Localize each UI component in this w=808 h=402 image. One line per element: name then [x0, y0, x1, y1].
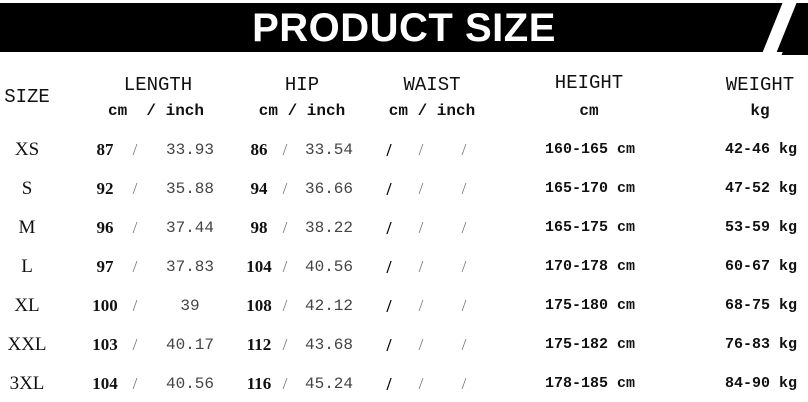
- length-cm-cell: 87: [96, 140, 114, 159]
- waist-cell: /: [461, 140, 467, 159]
- weight-cell: 53-59 kg: [724, 219, 798, 236]
- length-inch-cell: 40.17: [165, 336, 215, 354]
- separator: /: [132, 140, 138, 159]
- size-cell: XXL: [7, 334, 47, 355]
- waist-cell: /: [386, 218, 392, 238]
- header-waist-unit: cm / inch: [388, 102, 476, 120]
- height-cell: 170-178 cm: [544, 258, 636, 275]
- size-cell: XL: [14, 295, 40, 316]
- waist-cell: /: [418, 296, 424, 315]
- length-cm-cell: 103: [92, 335, 118, 354]
- height-cell: 175-180 cm: [544, 297, 636, 314]
- waist-cell: /: [418, 140, 424, 159]
- length-inch-cell: 37.44: [165, 219, 215, 237]
- header-height: HEIGHT: [554, 72, 624, 94]
- hip-inch-cell: 43.68: [304, 336, 354, 354]
- length-cm-cell: 92: [96, 179, 114, 198]
- separator: /: [132, 374, 138, 393]
- header-weight-unit: kg: [750, 102, 770, 120]
- hip-cm-cell: 94: [250, 179, 268, 198]
- height-cell: 165-175 cm: [544, 219, 636, 236]
- height-cell: 165-170 cm: [544, 180, 636, 197]
- weight-cell: 68-75 kg: [724, 297, 798, 314]
- waist-cell: /: [461, 257, 467, 276]
- page-title: PRODUCT SIZE: [252, 6, 556, 50]
- header-size: SIZE: [4, 86, 50, 108]
- separator: /: [132, 257, 138, 276]
- header-length: LENGTH: [123, 74, 193, 96]
- hip-inch-cell: 36.66: [304, 180, 354, 198]
- weight-cell: 42-46 kg: [724, 141, 798, 158]
- waist-cell: /: [418, 374, 424, 393]
- waist-cell: /: [461, 296, 467, 315]
- header-length-unit: cm / inch: [107, 102, 205, 120]
- separator: /: [282, 218, 288, 237]
- length-cm-cell: 104: [92, 374, 118, 393]
- separator: /: [282, 140, 288, 159]
- hip-cm-cell: 108: [246, 296, 272, 315]
- waist-cell: /: [386, 374, 392, 394]
- header-height-unit: cm: [579, 102, 599, 120]
- header-waist: WAIST: [403, 74, 461, 96]
- hip-cm-cell: 112: [246, 335, 272, 354]
- waist-cell: /: [418, 218, 424, 237]
- hip-inch-cell: 40.56: [304, 258, 354, 276]
- length-cm-cell: 97: [96, 257, 114, 276]
- length-inch-cell: 37.83: [165, 258, 215, 276]
- hip-inch-cell: 38.22: [304, 219, 354, 237]
- length-inch-cell: 33.93: [165, 141, 215, 159]
- separator: /: [282, 257, 288, 276]
- size-cell: XS: [14, 139, 40, 160]
- hip-cm-cell: 116: [246, 374, 272, 393]
- waist-cell: /: [386, 140, 392, 160]
- waist-cell: /: [418, 257, 424, 276]
- length-inch-cell: 40.56: [165, 375, 215, 393]
- height-cell: 178-185 cm: [544, 375, 636, 392]
- waist-cell: /: [418, 335, 424, 354]
- weight-cell: 76-83 kg: [724, 336, 798, 353]
- size-cell: S: [21, 178, 33, 199]
- length-cm-cell: 96: [96, 218, 114, 237]
- length-inch-cell: 39: [180, 297, 200, 315]
- hip-inch-cell: 33.54: [304, 141, 354, 159]
- waist-cell: /: [461, 374, 467, 393]
- hip-cm-cell: 86: [250, 140, 268, 159]
- hip-inch-cell: 45.24: [304, 375, 354, 393]
- hip-inch-cell: 42.12: [304, 297, 354, 315]
- waist-cell: /: [386, 179, 392, 199]
- size-cell: M: [18, 217, 36, 238]
- waist-cell: /: [386, 335, 392, 355]
- separator: /: [132, 296, 138, 315]
- size-cell: 3XL: [9, 373, 45, 394]
- hip-cm-cell: 98: [250, 218, 268, 237]
- separator: /: [282, 296, 288, 315]
- separator: /: [282, 335, 288, 354]
- separator: /: [282, 374, 288, 393]
- title-banner: PRODUCT SIZE: [0, 3, 808, 55]
- weight-cell: 60-67 kg: [724, 258, 798, 275]
- waist-cell: /: [461, 179, 467, 198]
- length-inch-cell: 35.88: [165, 180, 215, 198]
- hip-cm-cell: 104: [246, 257, 272, 276]
- header-weight: WEIGHT: [725, 74, 795, 96]
- waist-cell: /: [461, 218, 467, 237]
- separator: /: [132, 335, 138, 354]
- header-hip: HIP: [284, 74, 320, 96]
- header-hip-unit: cm / inch: [258, 102, 346, 120]
- height-cell: 160-165 cm: [544, 141, 636, 158]
- length-cm-cell: 100: [92, 296, 118, 315]
- separator: /: [132, 179, 138, 198]
- height-cell: 175-182 cm: [544, 336, 636, 353]
- separator: /: [132, 218, 138, 237]
- separator: /: [282, 179, 288, 198]
- size-cell: L: [21, 256, 33, 277]
- waist-cell: /: [418, 179, 424, 198]
- weight-cell: 84-90 kg: [724, 375, 798, 392]
- waist-cell: /: [386, 296, 392, 316]
- waist-cell: /: [386, 257, 392, 277]
- waist-cell: /: [461, 335, 467, 354]
- weight-cell: 47-52 kg: [724, 180, 798, 197]
